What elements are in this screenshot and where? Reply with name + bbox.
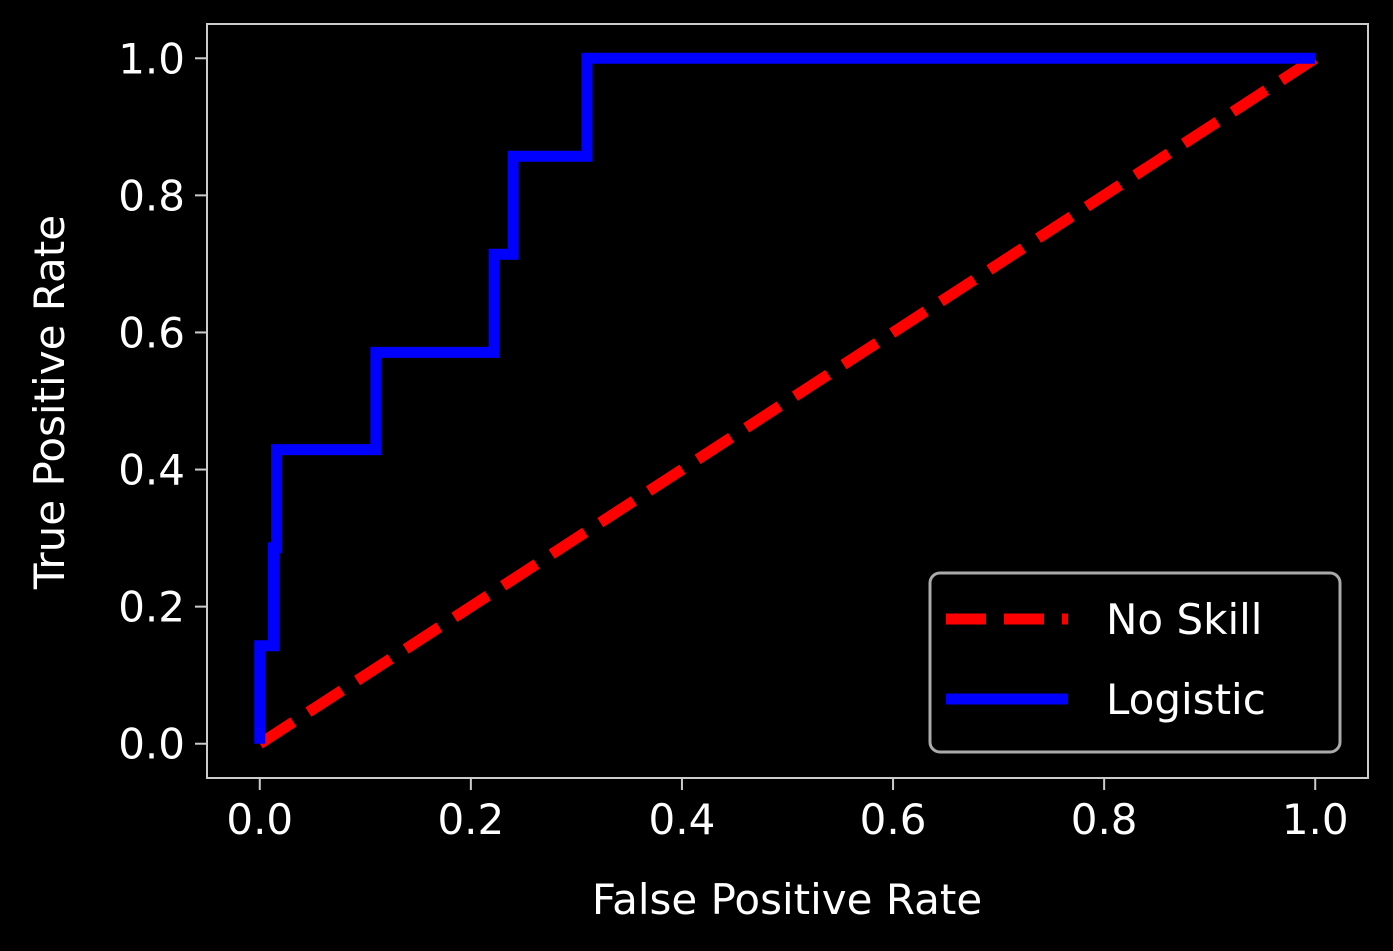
series-line-logistic (254, 52, 1316, 744)
axes: 0.0 0.2 0.4 0.6 0.8 1.0 0.0 0.2 0.4 0.6 0.8 1.0 (118, 23, 1369, 844)
legend-label-logistic: Logistic (1106, 675, 1266, 724)
x-tick-label: 0.4 (649, 795, 716, 844)
x-tick-label: 0.8 (1071, 795, 1138, 844)
y-tick-label: 0.0 (118, 720, 185, 769)
legend-label-no-skill: No Skill (1106, 595, 1262, 644)
x-tick-label: 0.6 (860, 795, 927, 844)
axes-frame (206, 23, 1369, 779)
legend: No Skill Logistic (928, 571, 1342, 754)
y-axis-label: True Positive Rate (25, 215, 74, 590)
x-axis-label: False Positive Rate (592, 875, 982, 924)
series-line-no-skill (256, 53, 1319, 749)
y-tick-label: 0.2 (118, 583, 185, 632)
plot-area (254, 52, 1319, 749)
x-tick-label: 0.2 (437, 795, 504, 844)
y-tick-label: 0.6 (118, 308, 185, 357)
x-tick-label: 0.0 (226, 795, 293, 844)
y-tick-label: 1.0 (118, 34, 185, 83)
x-tick-label: 1.0 (1282, 795, 1349, 844)
y-tick-label: 0.8 (118, 171, 185, 220)
y-tick-label: 0.4 (118, 446, 185, 495)
